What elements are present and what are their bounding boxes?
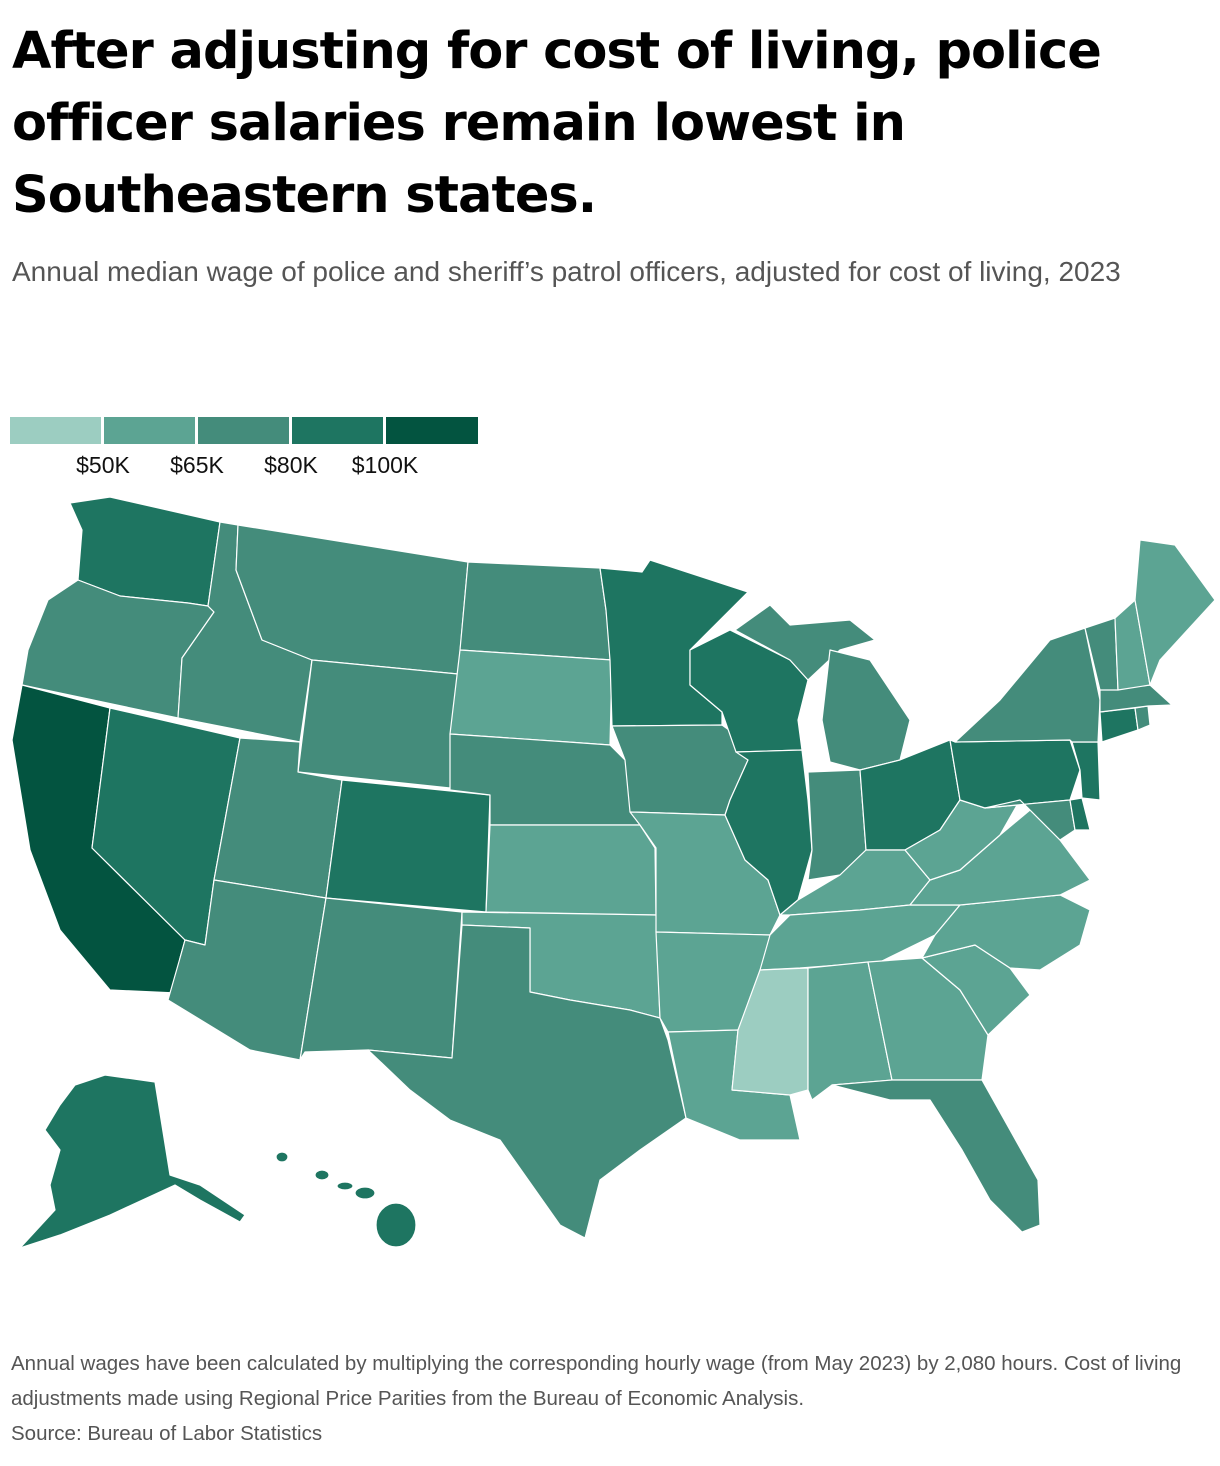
state-alaska	[19, 1074, 246, 1249]
state-illinois	[724, 749, 813, 916]
chart-notes: Annual wages have been calculated by mul…	[11, 1346, 1211, 1451]
state-wisconsin	[689, 629, 809, 753]
legend-tick-100k: $100K	[351, 452, 419, 478]
state-maine	[1134, 539, 1216, 686]
state-texas	[367, 924, 687, 1239]
state-michigan-upper	[734, 604, 876, 681]
legend-swatch-over-100k	[386, 417, 478, 444]
state-wyoming	[297, 659, 459, 789]
legend-swatch-65k-80k	[198, 417, 289, 444]
state-new-mexico	[299, 897, 463, 1061]
methodology-note: Annual wages have been calculated by mul…	[11, 1352, 1182, 1410]
color-legend: $50K $65K $80K $100K	[10, 417, 480, 478]
state-connecticut	[1099, 707, 1139, 743]
legend-swatch-50k-65k	[104, 417, 195, 444]
legend-tick-50k: $50K	[76, 452, 130, 478]
state-rhode-island	[1134, 705, 1151, 731]
chart-subtitle: Annual median wage of police and sheriff…	[12, 256, 1121, 287]
state-pennsylvania	[949, 739, 1081, 809]
state-new-york	[954, 627, 1101, 743]
state-michigan	[821, 649, 911, 771]
legend-tick-80k: $80K	[264, 452, 318, 478]
legend-swatch-under-50k	[10, 417, 101, 444]
us-choropleth-map	[11, 496, 1216, 1249]
state-hawaii-kauai	[275, 1151, 289, 1163]
state-hawaii-maui	[354, 1186, 376, 1200]
state-hawaii-oahu	[314, 1169, 330, 1181]
state-south-dakota	[449, 649, 613, 746]
chart-title: After adjusting for cost of living, poli…	[12, 22, 1102, 225]
state-florida	[831, 1079, 1041, 1233]
legend-swatch-80k-100k	[292, 417, 383, 444]
state-delaware	[1069, 797, 1091, 831]
state-hawaii-molokai	[336, 1181, 354, 1191]
state-iowa	[611, 724, 749, 816]
state-hawaii-big-island	[375, 1202, 417, 1248]
state-north-dakota	[459, 561, 613, 661]
source-note: Source: Bureau of Labor Statistics	[11, 1422, 323, 1445]
state-colorado	[325, 779, 491, 913]
state-kansas	[485, 824, 657, 916]
legend-tick-65k: $65K	[170, 452, 224, 478]
